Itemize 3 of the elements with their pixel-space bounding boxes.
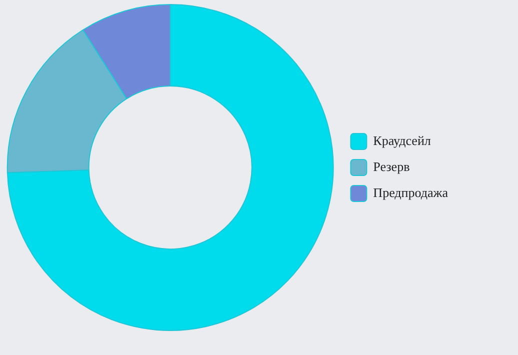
- legend-label: Резерв: [373, 158, 410, 174]
- legend-label: Краудсейл: [373, 132, 432, 148]
- legend-label: Предпродажа: [373, 184, 448, 200]
